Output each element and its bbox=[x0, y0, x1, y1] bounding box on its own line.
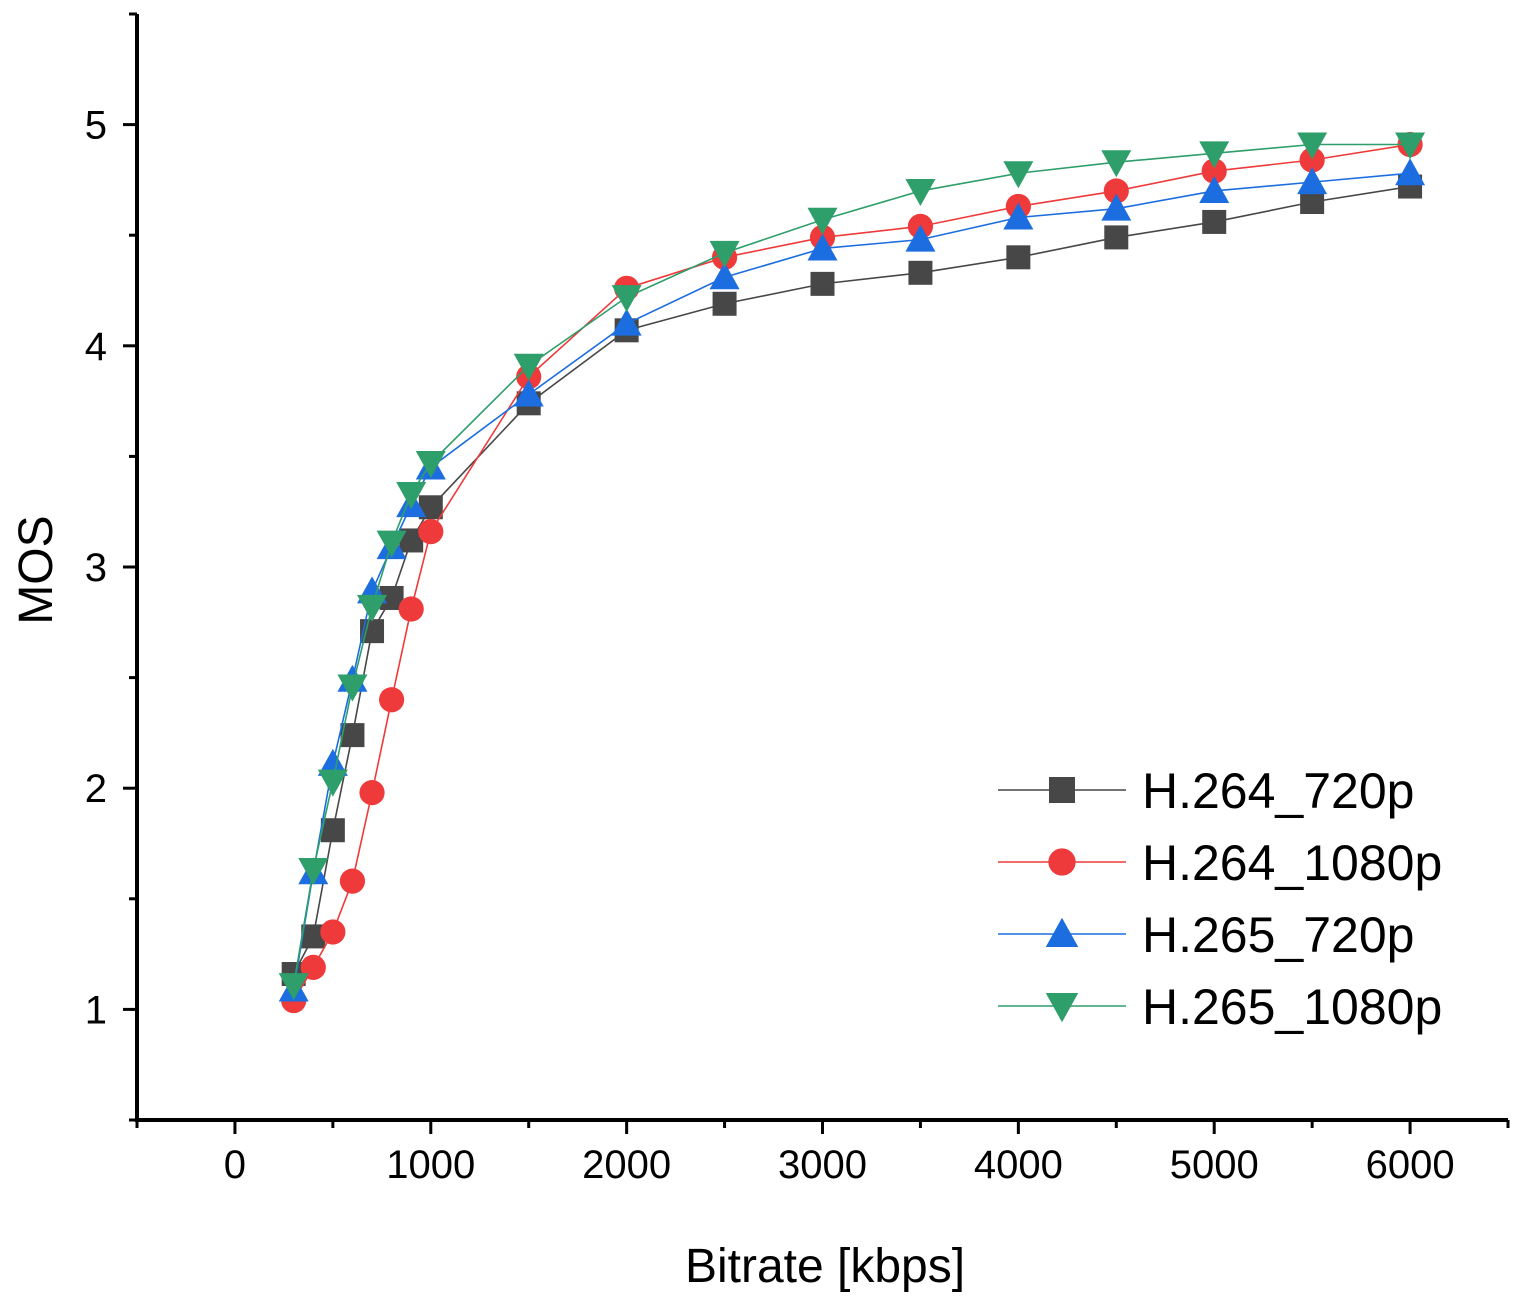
data-point bbox=[1202, 209, 1227, 234]
legend-label: H.265_1080p bbox=[1142, 979, 1442, 1035]
data-point bbox=[298, 858, 329, 886]
y-tick-label: 4 bbox=[85, 325, 107, 369]
data-point bbox=[905, 224, 936, 252]
data-point bbox=[1201, 158, 1227, 184]
data-point bbox=[810, 271, 835, 296]
data-point bbox=[513, 379, 544, 407]
data-point bbox=[908, 260, 933, 285]
data-point bbox=[396, 482, 427, 510]
data-point bbox=[398, 596, 424, 622]
data-point bbox=[709, 262, 740, 290]
legend-entry: H.265_720p bbox=[998, 907, 1414, 963]
data-point bbox=[1199, 175, 1230, 203]
data-point bbox=[709, 240, 740, 268]
data-point bbox=[1297, 167, 1328, 195]
data-point bbox=[418, 519, 444, 545]
series-layer bbox=[278, 131, 1426, 1014]
data-point bbox=[1297, 132, 1328, 160]
data-point bbox=[379, 687, 405, 713]
data-point bbox=[1199, 141, 1230, 169]
data-point bbox=[1395, 132, 1426, 160]
data-point bbox=[611, 285, 642, 313]
x-tick-label: 5000 bbox=[1170, 1143, 1259, 1187]
y-tick-label: 2 bbox=[85, 767, 107, 811]
y-axis-title: MOS bbox=[10, 515, 63, 624]
data-point bbox=[415, 451, 446, 479]
legend-label: H.264_720p bbox=[1142, 763, 1414, 819]
legend-marker bbox=[1045, 917, 1079, 947]
data-point bbox=[317, 748, 348, 776]
data-point bbox=[376, 530, 407, 558]
series-line bbox=[292, 185, 1411, 975]
legend-entry: H.264_1080p bbox=[998, 835, 1442, 891]
series-line bbox=[292, 143, 1411, 986]
data-point bbox=[1003, 161, 1034, 189]
data-point bbox=[278, 973, 309, 1001]
data-point bbox=[320, 818, 345, 843]
axes: 0 1000 2000 3000 4000 5000 6000 1 2 3 4 5 bbox=[85, 12, 1510, 1187]
data-point bbox=[1101, 193, 1132, 221]
data-point bbox=[1101, 150, 1132, 178]
x-axis-title: Bitrate [kbps] bbox=[685, 1240, 965, 1293]
legend-marker bbox=[1045, 993, 1079, 1023]
data-point bbox=[807, 207, 838, 235]
data-point bbox=[712, 291, 737, 316]
x-tick-label: 1000 bbox=[386, 1143, 475, 1187]
data-point bbox=[1299, 147, 1325, 173]
y-tick-label: 5 bbox=[85, 104, 107, 148]
y-tick-label: 3 bbox=[85, 546, 107, 590]
x-tick-label: 4000 bbox=[974, 1143, 1063, 1187]
legend-entry: H.264_720p bbox=[998, 763, 1414, 819]
data-point bbox=[357, 594, 388, 622]
legend-label: H.264_1080p bbox=[1142, 835, 1442, 891]
data-point bbox=[1006, 245, 1031, 270]
legend-marker bbox=[1048, 848, 1076, 876]
data-point bbox=[1104, 225, 1129, 250]
legend: H.264_720p H.264_1080p H.265_720p H.265_108… bbox=[998, 763, 1442, 1035]
x-tick-label: 2000 bbox=[582, 1143, 671, 1187]
legend-label: H.265_720p bbox=[1142, 907, 1414, 963]
legend-marker bbox=[1049, 777, 1075, 803]
data-point bbox=[905, 178, 936, 206]
data-point bbox=[1395, 158, 1426, 186]
series-H.265_1080p bbox=[278, 132, 1426, 1001]
legend-entry: H.265_1080p bbox=[998, 979, 1442, 1035]
data-point bbox=[359, 780, 385, 806]
x-tick-label: 3000 bbox=[778, 1143, 867, 1187]
y-tick-label: 1 bbox=[85, 988, 107, 1032]
data-point bbox=[611, 308, 642, 336]
data-point bbox=[513, 353, 544, 381]
x-tick-label: 0 bbox=[224, 1143, 246, 1187]
x-tick-label: 6000 bbox=[1366, 1143, 1455, 1187]
data-point bbox=[1003, 202, 1034, 230]
data-point bbox=[807, 233, 838, 261]
data-point bbox=[1103, 178, 1129, 204]
data-point bbox=[337, 674, 368, 702]
data-point bbox=[317, 769, 348, 797]
data-point bbox=[320, 919, 346, 945]
data-point bbox=[339, 868, 366, 894]
